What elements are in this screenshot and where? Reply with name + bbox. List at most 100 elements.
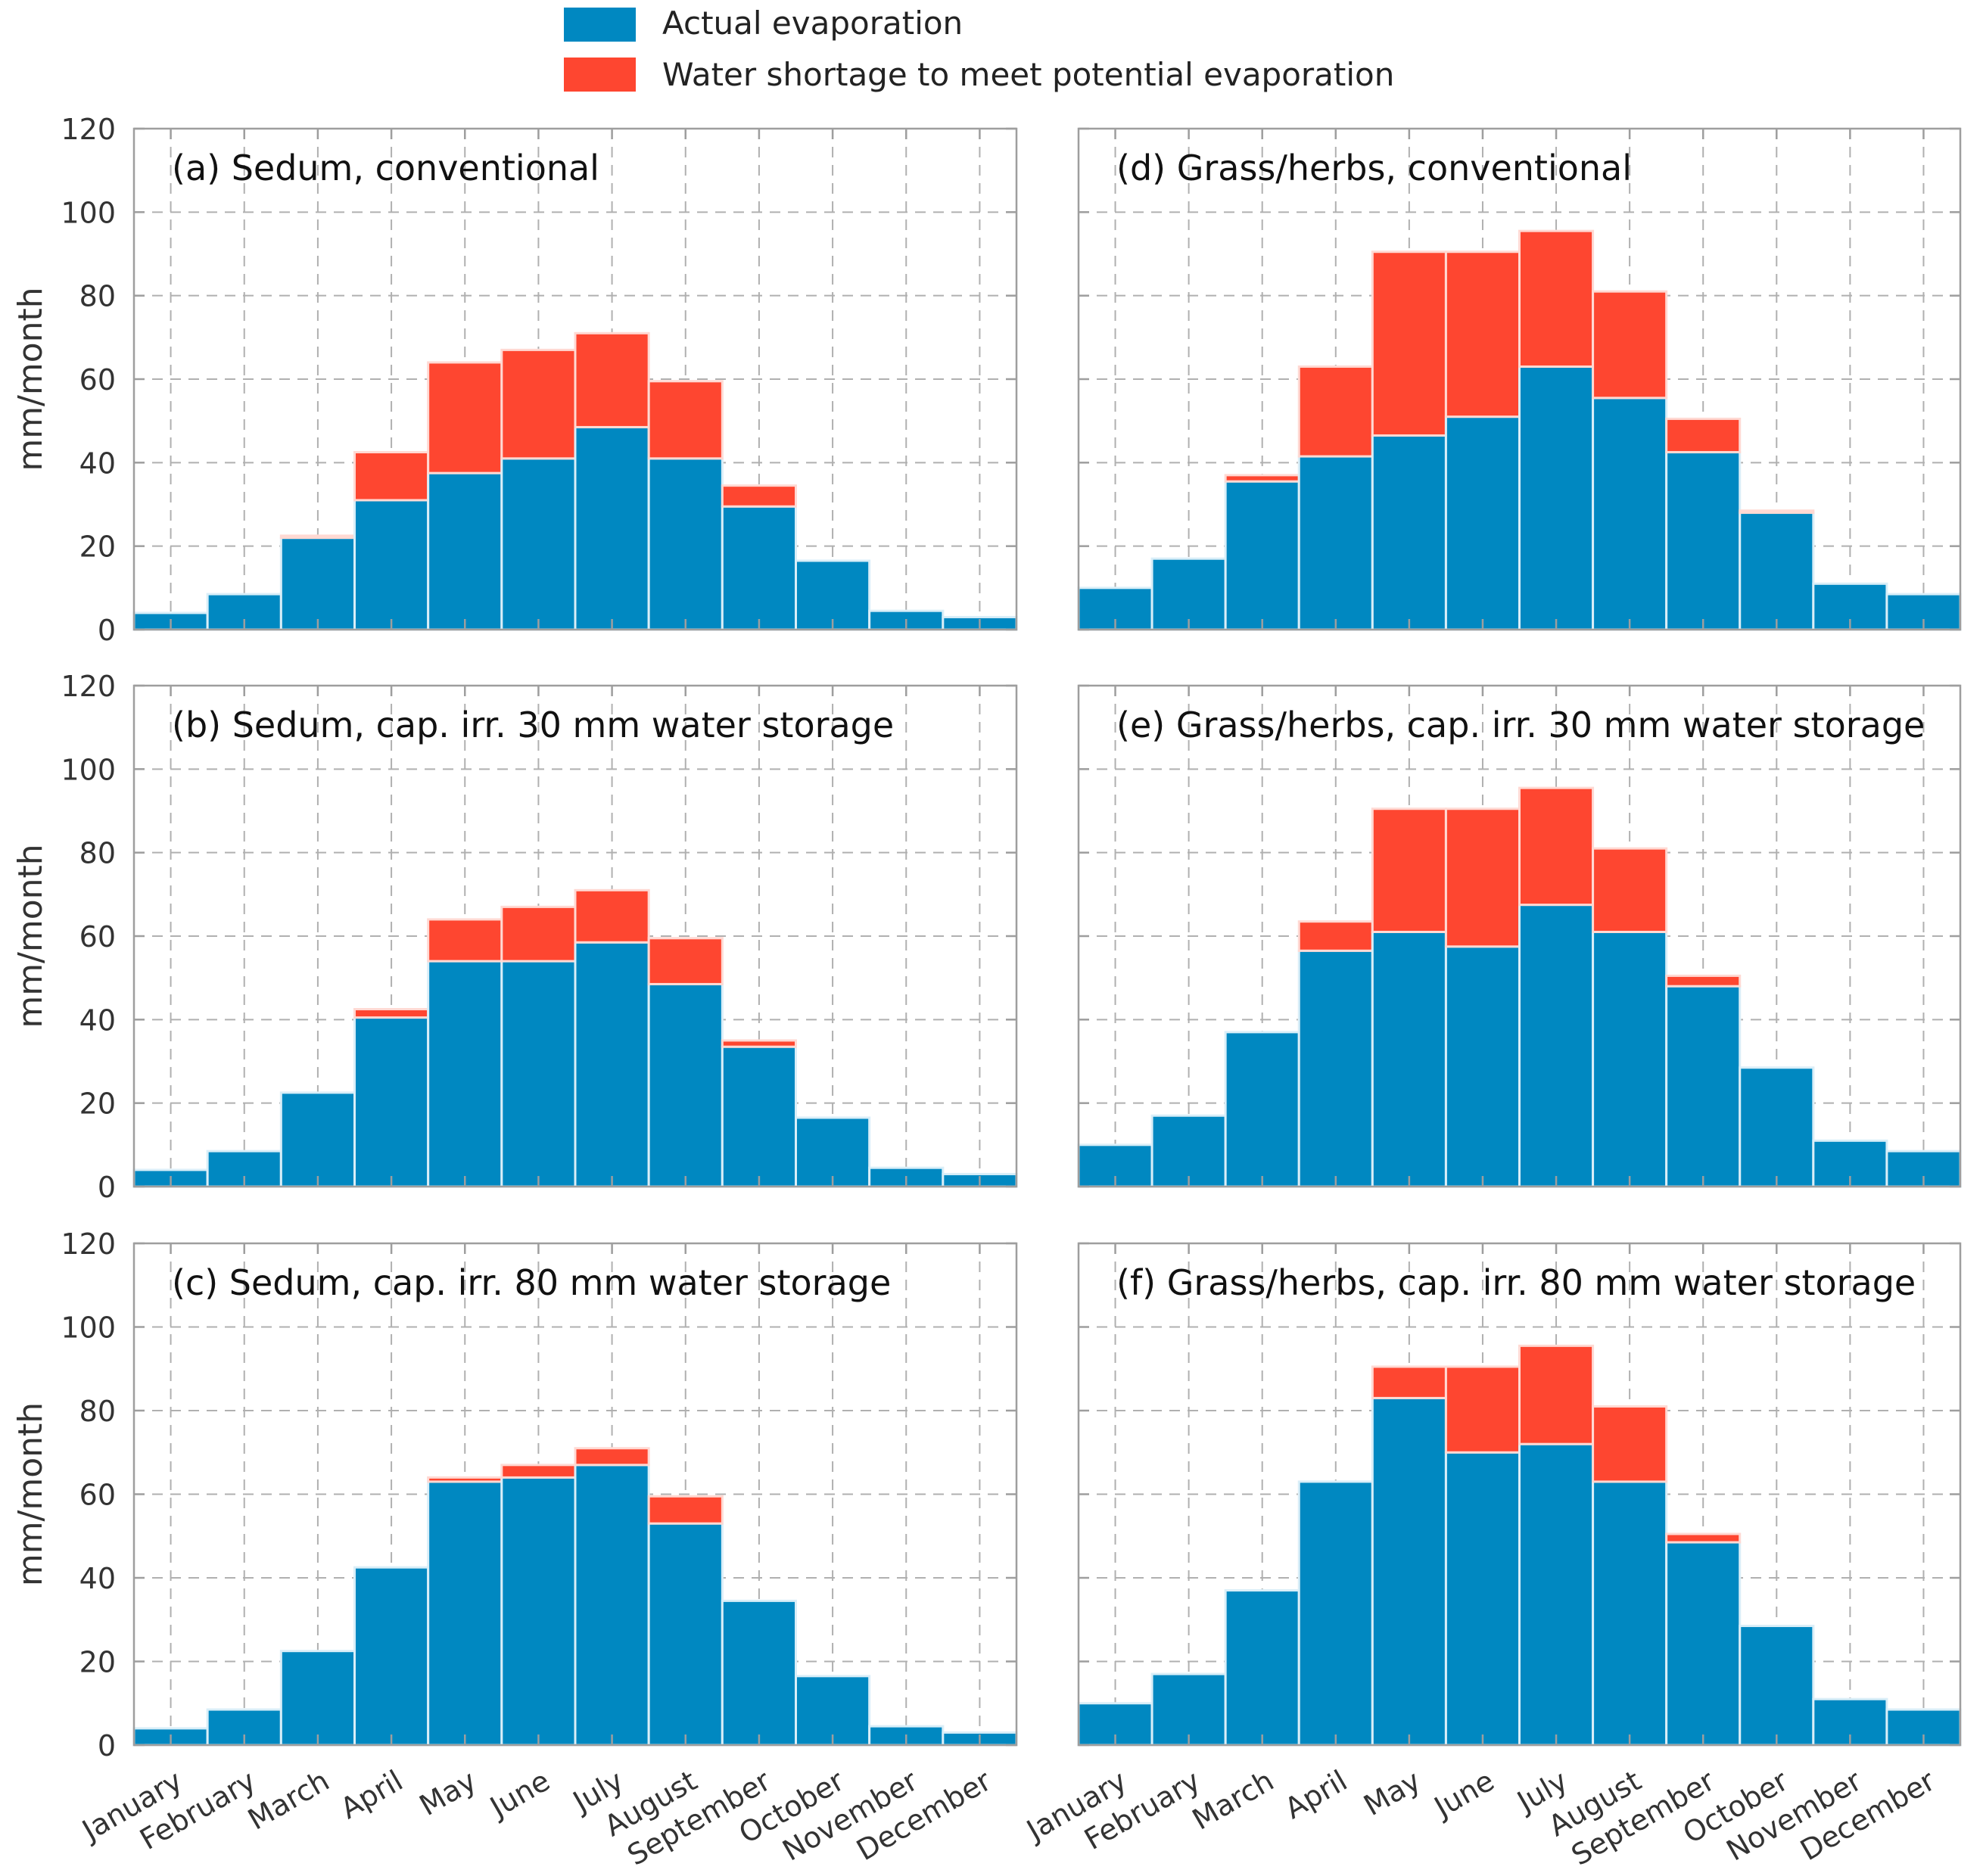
legend-swatch-actual: [564, 8, 636, 42]
panel-title-b: (b) Sedum, cap. irr. 30 mm water storage: [172, 705, 894, 745]
bar-shortage-c-6: [574, 1447, 650, 1467]
xtick-label-c-3: April: [335, 1764, 408, 1826]
panel-title-c: (c) Sedum, cap. irr. 80 mm water storage: [172, 1262, 891, 1303]
bar-actual-e-2: [1224, 1031, 1300, 1188]
bar-actual-a-3: [353, 499, 430, 631]
ytick-label-b-0: 0: [98, 1171, 116, 1204]
bar-actual-b-9: [795, 1116, 871, 1188]
bar-shortage-b-6: [574, 888, 650, 944]
bar-actual-c-3: [353, 1566, 430, 1747]
bar-shortage-b-7: [647, 937, 724, 985]
bar-shortage-e-3: [1297, 920, 1374, 952]
ytick-label-b-4: 80: [79, 837, 116, 870]
ytick-label-b-5: 100: [61, 753, 116, 786]
bar-actual-f-2: [1224, 1589, 1300, 1747]
chart-panel-b: 0 20 40 60 80 100 120 (b) Sedum, cap. irr. 30 m…: [11, 670, 1018, 1204]
bar-shortage-e-5: [1444, 807, 1521, 948]
ytick-label-b-2: 40: [79, 1003, 116, 1037]
bar-actual-c-8: [721, 1599, 797, 1747]
legend-swatch-shortage: [564, 58, 636, 92]
xtick-label-f-3: April: [1279, 1764, 1353, 1826]
ytick-label-c-1: 20: [79, 1646, 116, 1679]
bar-actual-d-7: [1592, 397, 1668, 631]
xtick-label-c-5: June: [484, 1764, 556, 1825]
bar-actual-e-7: [1592, 930, 1668, 1188]
bar-actual-e-1: [1150, 1114, 1227, 1188]
ytick-label-a-3: 60: [79, 363, 116, 397]
bar-actual-a-8: [721, 505, 797, 631]
bar-actual-e-4: [1371, 930, 1447, 1188]
xtick-label-c-4: May: [414, 1764, 482, 1822]
bar-actual-f-5: [1444, 1451, 1521, 1747]
ytick-label-a-0: 0: [98, 614, 116, 647]
bar-shortage-f-4: [1371, 1365, 1447, 1399]
ytick-label-b-1: 20: [79, 1087, 116, 1121]
ytick-label-c-5: 100: [61, 1311, 116, 1345]
ytick-label-a-6: 120: [61, 113, 116, 146]
legend: Actual evaporation Water shortage to mee…: [564, 5, 1394, 93]
bar-actual-e-9: [1739, 1066, 1815, 1188]
bar-actual-b-7: [647, 982, 724, 1188]
bar-shortage-d-7: [1592, 290, 1668, 400]
bar-actual-c-5: [500, 1476, 577, 1747]
bar-actual-d-3: [1297, 455, 1374, 631]
bar-shortage-b-4: [427, 918, 503, 963]
ytick-label-a-5: 100: [61, 196, 116, 229]
chart-panel-d: (d) Grass/herbs, conventional: [1077, 127, 1962, 631]
bar-actual-e-5: [1444, 945, 1521, 1188]
chart-panel-a: 0 20 40 60 80 100 120 (a) Sedum, conventional mm…: [11, 113, 1018, 647]
xtick-label-f-2: March: [1187, 1764, 1279, 1837]
bar-actual-e-6: [1518, 904, 1595, 1188]
panel-title-a: (a) Sedum, conventional: [172, 148, 599, 188]
bar-shortage-d-5: [1444, 250, 1521, 418]
bar-shortage-b-5: [500, 905, 577, 963]
bar-actual-d-1: [1150, 557, 1227, 631]
bar-actual-c-6: [574, 1464, 650, 1747]
ytick-label-c-0: 0: [98, 1729, 116, 1762]
bar-actual-b-3: [353, 1016, 430, 1188]
bar-shortage-a-4: [427, 361, 503, 474]
bar-actual-a-2: [279, 537, 356, 631]
bar-shortage-b-3: [353, 1008, 430, 1019]
bar-shortage-c-4: [427, 1476, 503, 1483]
bar-actual-f-4: [1371, 1396, 1447, 1747]
bar-shortage-e-8: [1665, 974, 1742, 988]
bar-actual-d-2: [1224, 480, 1300, 631]
bar-actual-d-8: [1665, 451, 1742, 631]
bar-shortage-f-5: [1444, 1365, 1521, 1454]
bar-actual-f-8: [1665, 1541, 1742, 1747]
ytick-label-a-1: 20: [79, 530, 116, 564]
bar-shortage-a-6: [574, 331, 650, 428]
bar-actual-f-9: [1739, 1625, 1815, 1747]
bar-actual-a-6: [574, 425, 650, 631]
bar-actual-a-7: [647, 457, 724, 631]
bar-shortage-f-8: [1665, 1532, 1742, 1544]
ylabel-c: mm/month: [11, 1402, 50, 1586]
bar-shortage-a-7: [647, 380, 724, 460]
bar-shortage-d-3: [1297, 365, 1374, 458]
bar-actual-b-4: [427, 960, 503, 1188]
panel-title-e: (e) Grass/herbs, cap. irr. 30 mm water s…: [1116, 705, 1925, 745]
bar-actual-f-7: [1592, 1480, 1668, 1747]
bar-actual-e-3: [1297, 949, 1374, 1188]
ytick-label-c-4: 80: [79, 1395, 116, 1428]
panel-title-d: (d) Grass/herbs, conventional: [1116, 148, 1632, 188]
ytick-label-a-2: 40: [79, 446, 116, 480]
bar-shortage-d-9: [1739, 509, 1815, 515]
ytick-label-b-6: 120: [61, 670, 116, 703]
xtick-label-c-2: March: [242, 1764, 335, 1837]
ylabel-a: mm/month: [11, 287, 50, 471]
bar-actual-d-6: [1518, 365, 1595, 631]
bar-shortage-d-4: [1371, 250, 1447, 437]
bar-actual-d-4: [1371, 434, 1447, 631]
ytick-label-c-2: 40: [79, 1562, 116, 1595]
bar-actual-b-8: [721, 1045, 797, 1188]
xtick-label-f-5: June: [1427, 1764, 1499, 1825]
xtick-label-f-4: May: [1358, 1764, 1426, 1822]
ytick-label-c-6: 120: [61, 1227, 116, 1261]
bar-shortage-e-4: [1371, 807, 1447, 933]
bar-actual-a-4: [427, 471, 503, 631]
bar-shortage-a-2: [279, 534, 356, 540]
